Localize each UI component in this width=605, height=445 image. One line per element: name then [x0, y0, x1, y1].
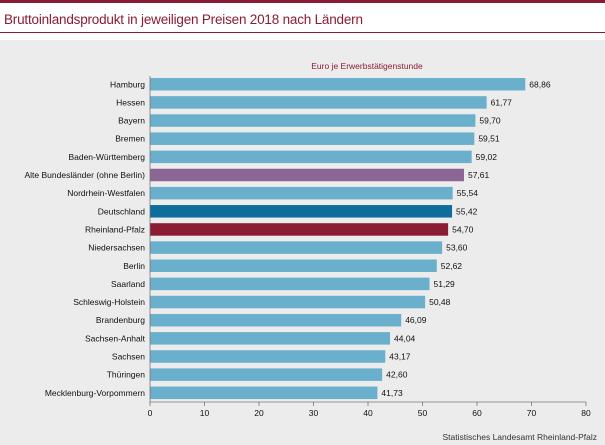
value-label-deutschland: 55,42 [456, 206, 478, 216]
category-label-bremen: Bremen [115, 134, 145, 144]
category-label-nordrhein-westfalen: Nordrhein-Westfalen [67, 188, 145, 198]
title-divider [0, 32, 605, 33]
x-tick-label: 0 [148, 408, 153, 418]
value-label-sachsen: 43,17 [389, 352, 411, 362]
chart-title: Bruttoinlandsprodukt in jeweiligen Preis… [4, 12, 363, 27]
x-tick-label: 60 [472, 408, 482, 418]
bar-alte-bundesländer-ohne-berlin [150, 168, 464, 182]
series-label: Euro je Erwerbstätigenstunde [311, 61, 423, 71]
value-label-mecklenburg-vorpommern: 41,73 [381, 388, 403, 398]
value-label-sachsen-anhalt: 44,04 [394, 333, 416, 343]
bar-nordrhein-westfalen [150, 186, 453, 200]
category-label-rheinland-pfalz: Rheinland-Pfalz [85, 224, 145, 234]
category-label-mecklenburg-vorpommern: Mecklenburg-Vorpommern [45, 388, 145, 398]
bars-group: Hamburg 68,86 Hessen 61,77 Bayern 59,70 Bremen… [25, 78, 551, 400]
category-label-brandenburg: Brandenburg [96, 315, 145, 325]
category-label-hessen: Hessen [116, 97, 145, 107]
value-label-niedersachsen: 53,60 [446, 243, 468, 253]
bar-chart: Euro je Erwerbstätigenstunde Hamburg 68,8… [25, 61, 591, 418]
x-tick-label: 30 [309, 408, 319, 418]
bar-mecklenburg-vorpommern [150, 386, 378, 400]
category-label-schleswig-holstein: Schleswig-Holstein [73, 297, 145, 307]
category-label-thüringen: Thüringen [107, 370, 146, 380]
top-accent-rule [0, 0, 605, 3]
bar-sachsen [150, 350, 386, 363]
x-tick-label: 10 [200, 408, 210, 418]
bar-berlin [150, 259, 437, 272]
category-label-sachsen: Sachsen [112, 352, 145, 362]
value-label-schleswig-holstein: 50,48 [429, 297, 451, 307]
value-label-hamburg: 68,86 [529, 79, 551, 89]
category-label-bayern: Bayern [118, 116, 145, 126]
value-label-brandenburg: 46,09 [405, 315, 427, 325]
bar-sachsen-anhalt [150, 332, 391, 345]
value-label-berlin: 52,62 [441, 261, 463, 271]
chart-panel: Euro je Erwerbstätigenstunde Hamburg 68,8… [0, 40, 605, 445]
value-label-bayern: 59,70 [479, 116, 501, 126]
category-label-baden-württemberg: Baden-Württemberg [68, 152, 145, 162]
category-label-deutschland: Deutschland [98, 206, 146, 216]
category-label-hamburg: Hamburg [110, 79, 145, 89]
category-label-berlin: Berlin [123, 261, 145, 271]
bar-saarland [150, 277, 430, 291]
category-label-saarland: Saarland [111, 279, 145, 289]
x-axis: 0 10 20 30 40 50 60 70 80 [148, 76, 591, 418]
bar-brandenburg [150, 313, 402, 327]
x-tick-label: 80 [581, 408, 591, 418]
bar-bayern [150, 114, 476, 127]
value-label-bremen: 59,51 [478, 134, 500, 144]
x-tick-label: 20 [254, 408, 264, 418]
bar-hessen [150, 96, 487, 109]
bar-niedersachsen [150, 241, 443, 254]
bar-schleswig-holstein [150, 295, 426, 309]
value-label-hessen: 61,77 [491, 97, 513, 107]
bar-baden-württemberg [150, 150, 472, 164]
value-label-thüringen: 42,60 [386, 370, 408, 380]
value-label-nordrhein-westfalen: 55,54 [457, 188, 479, 198]
x-tick-label: 50 [418, 408, 428, 418]
value-label-baden-württemberg: 59,02 [476, 152, 498, 162]
bar-bremen [150, 132, 475, 145]
x-tick-label: 40 [363, 408, 373, 418]
bar-hamburg [150, 78, 526, 91]
x-tick-label: 70 [527, 408, 537, 418]
bar-deutschland [150, 205, 453, 218]
value-label-alte-bundesländer-ohne-berlin: 57,61 [468, 170, 490, 180]
category-label-alte-bundesländer-ohne-berlin: Alte Bundesländer (ohne Berlin) [25, 170, 146, 180]
source-note: Statistisches Landesamt Rheinland-Pfalz [442, 432, 598, 442]
bar-thüringen [150, 368, 383, 381]
value-label-rheinland-pfalz: 54,70 [452, 224, 474, 234]
bar-rheinland-pfalz [150, 223, 449, 236]
value-label-saarland: 51,29 [434, 279, 456, 289]
category-label-sachsen-anhalt: Sachsen-Anhalt [85, 333, 146, 343]
category-label-niedersachsen: Niedersachsen [88, 243, 145, 253]
